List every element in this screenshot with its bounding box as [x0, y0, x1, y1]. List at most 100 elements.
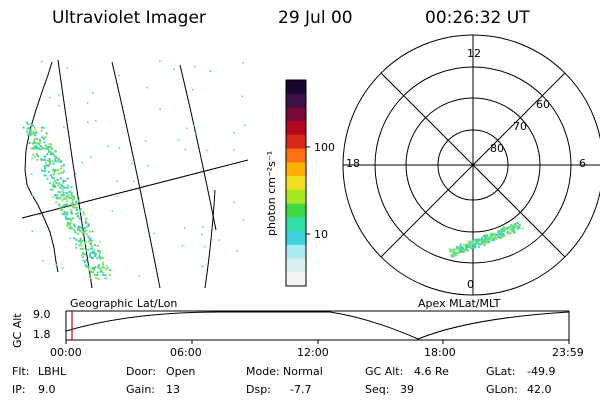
aurora-pixel: [35, 146, 38, 149]
aurora-pixel: [62, 197, 65, 200]
aurora-pixel: [64, 180, 67, 182]
aurora-pixel: [89, 247, 92, 250]
aurora-pixel: [85, 233, 88, 236]
aurora-pixel: [81, 248, 84, 250]
aurora-pixel: [468, 245, 471, 248]
mode-value: Normal: [283, 365, 323, 378]
aurora-pixel: [47, 164, 50, 167]
aurora-pixel: [56, 178, 59, 181]
aurora-pixel: [499, 233, 502, 236]
aurora-pixel: [451, 249, 454, 252]
aurora-pixel: [241, 95, 243, 98]
aurora-pixel: [472, 239, 475, 242]
aurora-pixel: [58, 202, 61, 205]
aurora-pixel: [95, 277, 98, 280]
aurora-pixel: [58, 105, 60, 107]
colorbar-segment: [286, 107, 306, 122]
aurora-pixel: [70, 218, 73, 220]
aurora-pixel: [516, 222, 519, 225]
aurora-pixel: [40, 148, 43, 151]
aurora-pixel: [40, 126, 43, 129]
aurora-pixel: [77, 229, 80, 231]
aurora-pixel: [458, 247, 461, 250]
aurora-pixel: [105, 265, 108, 268]
aurora-pixel: [116, 180, 118, 183]
aurora-pixel: [96, 274, 99, 277]
aurora-pixel: [40, 129, 43, 132]
aurora-pixel: [103, 266, 105, 269]
aurora-pixel: [494, 236, 497, 239]
aurora-pixel: [84, 218, 87, 221]
instrument-title: Ultraviolet Imager: [52, 8, 206, 28]
aurora-pixel: [105, 268, 108, 271]
aurora-pixel: [94, 244, 97, 246]
aurora-pixel: [33, 146, 36, 149]
aurora-pixel: [59, 186, 62, 189]
aurora-pixel: [34, 147, 36, 150]
aurora-pixel: [88, 230, 91, 233]
aurora-pixel: [118, 74, 120, 77]
aurora-pixel: [243, 124, 246, 127]
aurora-pixel: [54, 158, 57, 161]
aurora-pixel: [92, 271, 95, 274]
aurora-pixel: [471, 240, 474, 243]
aurora-pixel: [499, 230, 502, 232]
aurora-pixel: [50, 148, 53, 150]
aurora-pixel: [80, 226, 83, 229]
aurora-pixel: [502, 226, 505, 229]
aurora-pixel: [78, 227, 81, 230]
aurora-pixel: [177, 139, 180, 141]
seq-label: Seq:: [365, 383, 390, 396]
aurora-pixel: [48, 143, 51, 145]
aurora-pixel: [68, 227, 71, 230]
aurora-pixel: [71, 197, 74, 200]
aurora-pixel: [57, 169, 60, 172]
aurora-pixel: [186, 127, 188, 130]
aurora-pixel: [82, 213, 85, 216]
aurora-pixel: [70, 227, 73, 230]
geographic-map: [21, 59, 249, 289]
aurora-pixel: [32, 142, 35, 145]
aurora-pixel: [79, 238, 82, 241]
aurora-pixel: [502, 232, 505, 235]
aurora-pixel: [60, 184, 63, 187]
aurora-pixel: [50, 174, 52, 177]
aurora-pixel: [102, 261, 104, 264]
aurora-pixel: [193, 124, 195, 127]
aurora-pixel: [462, 243, 465, 246]
aurora-pixel: [98, 255, 101, 258]
aurora-pixel: [47, 170, 50, 173]
aurora-pixel: [77, 215, 80, 218]
aurora-pixel: [59, 160, 62, 163]
aurora-pixel: [133, 180, 135, 182]
aurora-pixel: [43, 156, 46, 159]
aurora-pixel: [29, 130, 32, 133]
aurora-pixel: [511, 229, 514, 232]
aurora-pixel: [80, 239, 82, 242]
aurora-pixel: [461, 250, 464, 253]
aurora-pixel: [499, 236, 502, 239]
aurora-pixel: [34, 134, 37, 137]
aurora-pixel: [39, 145, 42, 148]
aurora-pixel: [48, 159, 51, 161]
aurora-pixel: [43, 169, 46, 172]
aurora-pixel: [66, 177, 69, 180]
aurora-pixel: [455, 253, 458, 256]
aurora-pixel: [72, 223, 75, 226]
aurora-pixel: [501, 228, 503, 231]
aurora-pixel: [173, 68, 175, 70]
aurora-pixel: [518, 226, 521, 229]
aurora-pixel: [75, 238, 78, 241]
altitude-curve: [65, 311, 570, 340]
aurora-pixel: [513, 229, 516, 232]
aurora-pixel: [91, 230, 94, 233]
aurora-pixel: [501, 234, 504, 237]
aurora-pixel: [49, 162, 52, 165]
aurora-pixel: [76, 203, 79, 205]
aurora-pixel: [48, 182, 51, 185]
aurora-pixel: [79, 229, 82, 232]
aurora-pixel: [449, 250, 452, 253]
aurora-pixel: [70, 186, 73, 189]
aurora-pixel: [44, 159, 47, 162]
